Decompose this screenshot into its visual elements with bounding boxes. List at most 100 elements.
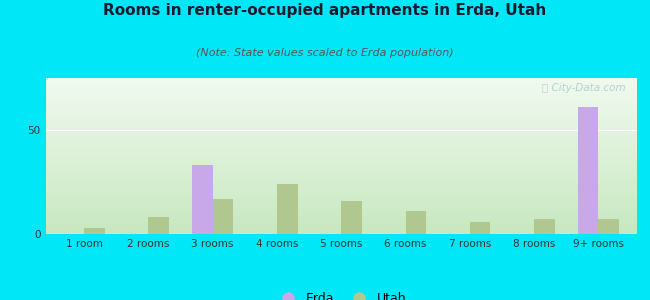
Bar	[46, 199, 637, 200]
Bar	[470, 221, 490, 234]
Bar	[46, 124, 637, 125]
Bar	[46, 221, 637, 222]
Bar	[46, 232, 637, 233]
Bar	[406, 211, 426, 234]
Bar	[46, 201, 637, 202]
Bar	[46, 107, 637, 108]
Bar	[46, 146, 637, 147]
Bar	[148, 218, 169, 234]
Bar	[46, 189, 637, 190]
Bar	[46, 167, 637, 168]
Bar	[46, 110, 637, 111]
Bar	[46, 145, 637, 146]
Bar	[46, 133, 637, 134]
Bar	[46, 203, 637, 204]
Bar	[46, 85, 637, 86]
Bar	[46, 177, 637, 178]
Bar	[46, 226, 637, 227]
Bar	[46, 212, 637, 213]
Bar	[46, 220, 637, 221]
Bar	[46, 186, 637, 187]
Bar	[46, 176, 637, 177]
Bar	[46, 137, 637, 138]
Bar	[46, 132, 637, 133]
Bar	[46, 198, 637, 199]
Bar	[46, 78, 637, 79]
Bar	[46, 190, 637, 191]
Bar	[46, 219, 637, 220]
Bar	[46, 216, 637, 217]
Bar	[46, 155, 637, 156]
Bar	[46, 209, 637, 210]
Bar	[46, 181, 637, 182]
Bar	[46, 109, 637, 110]
Bar	[46, 213, 637, 214]
Bar	[46, 99, 637, 100]
Bar	[46, 102, 637, 103]
Bar	[46, 182, 637, 183]
Bar	[46, 147, 637, 148]
Bar	[46, 95, 637, 96]
Bar	[46, 83, 637, 84]
Bar	[46, 161, 637, 162]
Bar	[46, 170, 637, 171]
Bar	[578, 107, 599, 234]
Bar	[46, 117, 637, 118]
Bar	[46, 229, 637, 230]
Bar	[46, 211, 637, 212]
Bar	[46, 154, 637, 155]
Bar	[46, 217, 637, 218]
Bar	[46, 230, 637, 231]
Bar	[46, 169, 637, 170]
Bar	[46, 168, 637, 169]
Bar	[46, 82, 637, 83]
Bar	[46, 114, 637, 115]
Bar	[46, 123, 637, 124]
Bar	[46, 98, 637, 99]
Bar	[46, 143, 637, 144]
Bar	[46, 163, 637, 164]
Bar	[46, 115, 637, 116]
Bar	[46, 84, 637, 85]
Bar	[46, 144, 637, 145]
Bar	[213, 199, 233, 234]
Bar	[46, 138, 637, 139]
Bar	[46, 184, 637, 185]
Bar	[46, 101, 637, 102]
Bar	[46, 116, 637, 117]
Bar	[46, 165, 637, 166]
Bar	[46, 105, 637, 106]
Bar	[46, 228, 637, 229]
Bar	[46, 111, 637, 112]
Bar	[46, 135, 637, 136]
Legend: Erda, Utah: Erda, Utah	[271, 287, 411, 300]
Bar	[46, 86, 637, 87]
Bar	[46, 222, 637, 223]
Bar	[534, 219, 554, 234]
Bar	[46, 148, 637, 149]
Bar	[46, 97, 637, 98]
Bar	[84, 228, 105, 234]
Bar	[46, 162, 637, 163]
Bar	[46, 130, 637, 131]
Bar	[46, 194, 637, 195]
Bar	[46, 92, 637, 93]
Text: Rooms in renter-occupied apartments in Erda, Utah: Rooms in renter-occupied apartments in E…	[103, 3, 547, 18]
Bar	[46, 179, 637, 180]
Bar	[46, 112, 637, 113]
Bar	[46, 195, 637, 196]
Bar	[46, 136, 637, 137]
Bar	[46, 205, 637, 206]
Bar	[46, 171, 637, 172]
Bar	[46, 173, 637, 174]
Bar	[46, 103, 637, 104]
Bar	[46, 131, 637, 132]
Bar	[46, 225, 637, 226]
Bar	[46, 81, 637, 82]
Bar	[46, 200, 637, 201]
Bar	[46, 159, 637, 160]
Bar	[46, 185, 637, 186]
Bar	[599, 219, 619, 234]
Bar	[46, 149, 637, 150]
Bar	[46, 139, 637, 140]
